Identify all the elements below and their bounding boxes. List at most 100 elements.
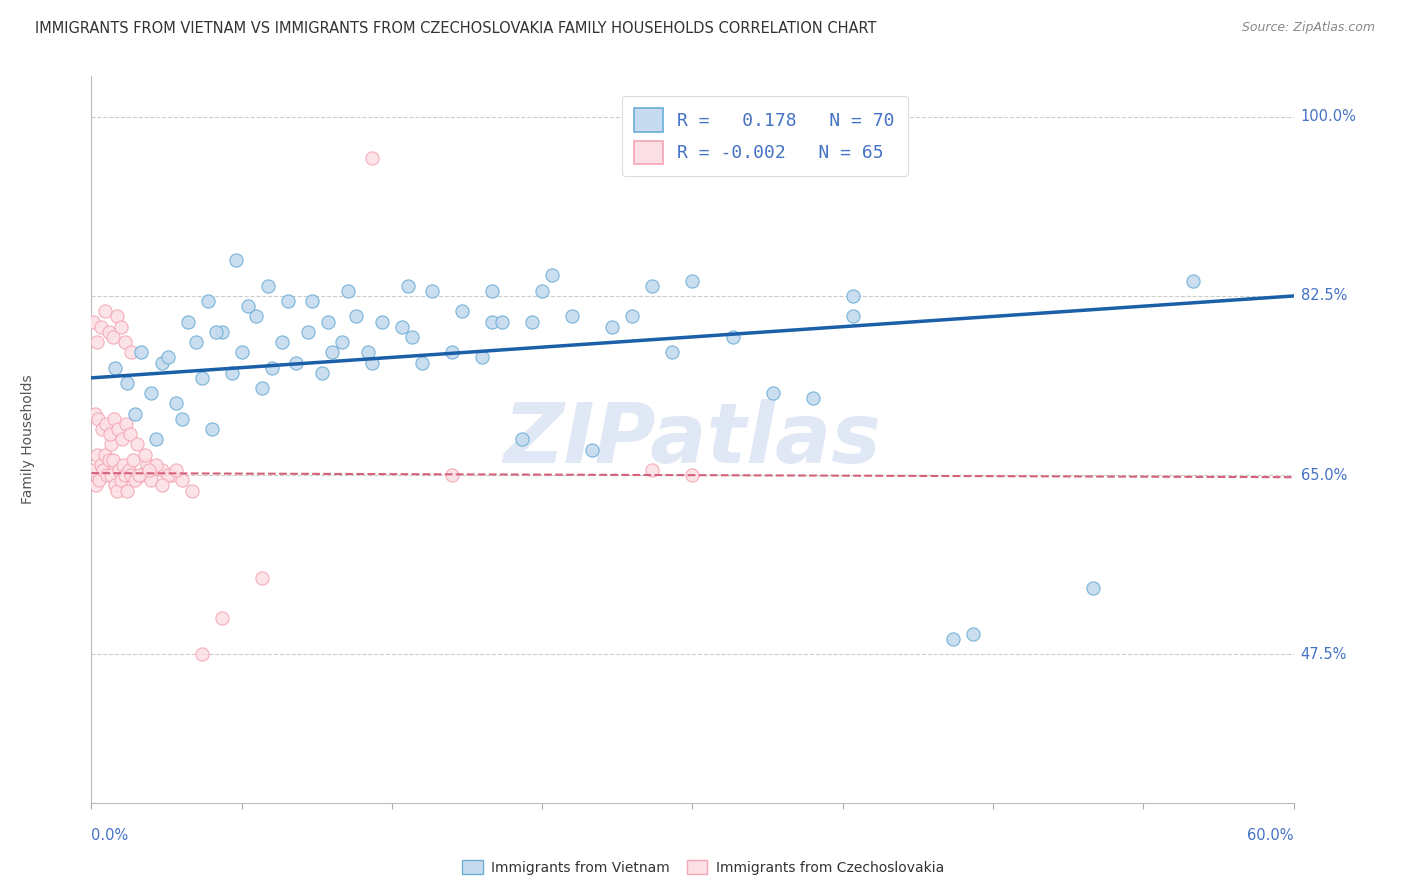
Point — [115, 417, 138, 431]
Point — [321, 345, 343, 359]
Point — [250, 381, 273, 395]
Point — [396, 278, 419, 293]
Point — [114, 334, 136, 349]
Point — [1083, 581, 1105, 595]
Point — [124, 473, 146, 487]
Point — [86, 478, 108, 492]
Point — [156, 468, 179, 483]
Point — [131, 468, 153, 483]
Point — [451, 304, 474, 318]
Point — [136, 458, 159, 472]
Point — [221, 366, 243, 380]
Point — [211, 611, 233, 625]
Point — [481, 314, 503, 328]
Point — [82, 314, 104, 328]
Point — [962, 627, 984, 641]
Point — [170, 473, 193, 487]
Text: 60.0%: 60.0% — [1247, 828, 1294, 843]
Point — [127, 437, 149, 451]
Point — [245, 310, 267, 324]
Point — [561, 310, 583, 324]
Legend: R =   0.178   N = 70, R = -0.002   N = 65: R = 0.178 N = 70, R = -0.002 N = 65 — [621, 95, 908, 177]
Point — [762, 386, 785, 401]
Point — [256, 278, 278, 293]
Point — [112, 458, 135, 472]
Point — [141, 473, 163, 487]
Point — [270, 334, 292, 349]
Point — [942, 632, 965, 646]
Point — [301, 294, 323, 309]
Point — [344, 310, 367, 324]
Point — [121, 468, 143, 483]
Point — [160, 468, 183, 483]
Text: 82.5%: 82.5% — [1301, 288, 1347, 303]
Point — [681, 274, 703, 288]
Point — [481, 284, 503, 298]
Point — [145, 433, 167, 447]
Point — [641, 278, 664, 293]
Point — [211, 325, 233, 339]
Point — [117, 376, 139, 390]
Point — [124, 407, 146, 421]
Point — [118, 463, 141, 477]
Legend: Immigrants from Vietnam, Immigrants from Czechoslovakia: Immigrants from Vietnam, Immigrants from… — [457, 855, 949, 880]
Point — [98, 325, 121, 339]
Point — [121, 345, 143, 359]
Point — [297, 325, 319, 339]
Text: 65.0%: 65.0% — [1301, 467, 1347, 483]
Point — [531, 284, 554, 298]
Point — [277, 294, 299, 309]
Text: IMMIGRANTS FROM VIETNAM VS IMMIGRANTS FROM CZECHOSLOVAKIA FAMILY HOUSEHOLDS CORR: IMMIGRANTS FROM VIETNAM VS IMMIGRANTS FR… — [35, 21, 877, 36]
Point — [100, 437, 122, 451]
Point — [391, 319, 413, 334]
Point — [156, 351, 179, 365]
Point — [86, 448, 108, 462]
Point — [336, 284, 359, 298]
Point — [100, 468, 122, 483]
Point — [131, 345, 153, 359]
Point — [491, 314, 513, 328]
Point — [197, 294, 219, 309]
Point — [107, 483, 129, 498]
Point — [441, 468, 464, 483]
Point — [103, 412, 125, 426]
Point — [520, 314, 543, 328]
Point — [541, 268, 564, 283]
Point — [401, 330, 423, 344]
Point — [150, 463, 173, 477]
Point — [721, 330, 744, 344]
Point — [87, 412, 110, 426]
Point — [1182, 274, 1205, 288]
Point — [204, 325, 226, 339]
Point — [236, 299, 259, 313]
Point — [371, 314, 394, 328]
Point — [89, 473, 111, 487]
Point — [108, 463, 131, 477]
Point — [94, 448, 117, 462]
Point — [104, 478, 127, 492]
Point — [83, 463, 105, 477]
Point — [661, 345, 683, 359]
Point — [176, 314, 198, 328]
Point — [111, 433, 134, 447]
Point — [510, 433, 533, 447]
Point — [621, 310, 644, 324]
Point — [122, 452, 145, 467]
Point — [91, 422, 114, 436]
Point — [100, 427, 122, 442]
Point — [360, 355, 382, 369]
Point — [165, 463, 187, 477]
Point — [141, 386, 163, 401]
Point — [94, 304, 117, 318]
Point — [330, 334, 353, 349]
Point — [284, 355, 307, 369]
Point — [134, 448, 156, 462]
Point — [311, 366, 333, 380]
Point — [110, 319, 132, 334]
Point — [801, 392, 824, 406]
Point — [602, 319, 624, 334]
Point — [441, 345, 464, 359]
Point — [93, 463, 115, 477]
Point — [138, 463, 160, 477]
Text: ZIPatlas: ZIPatlas — [503, 399, 882, 480]
